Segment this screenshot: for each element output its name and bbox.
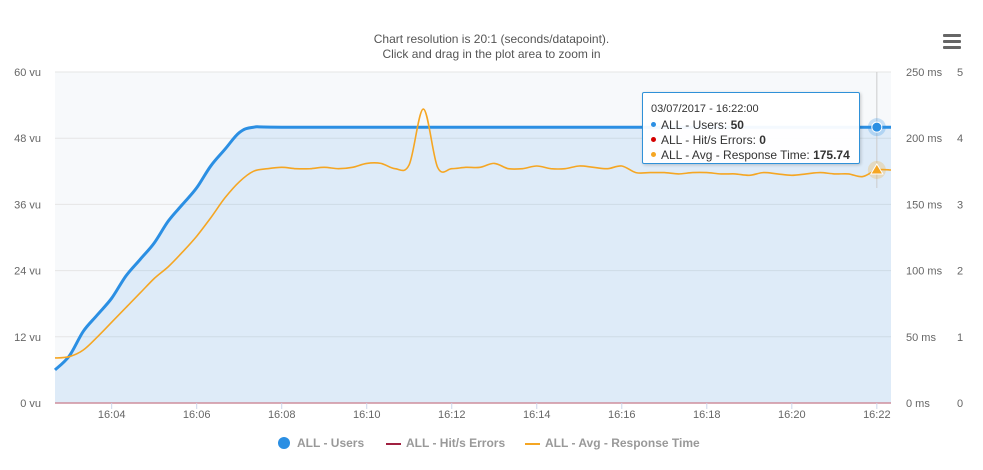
chart-subtitle: Chart resolution is 20:1 (seconds/datapo… xyxy=(0,32,983,62)
hamburger-menu-icon[interactable] xyxy=(938,30,962,52)
y-tick-label: 2 xyxy=(957,266,963,278)
x-tick-label: 16:10 xyxy=(353,409,381,421)
x-tick-label: 16:12 xyxy=(438,409,466,421)
legend-line-icon xyxy=(525,443,540,445)
y-tick-label: 4 xyxy=(957,133,963,145)
y-tick-label: 24 vu xyxy=(14,266,41,278)
y-tick-label: 50 ms xyxy=(906,332,936,344)
legend-label-response-time: ALL - Avg - Response Time xyxy=(545,436,700,450)
x-tick-label: 16:14 xyxy=(523,409,551,421)
y-tick-label: 5 xyxy=(957,67,963,79)
tooltip-value-errors: 0 xyxy=(759,133,766,147)
tooltip-value-response-time: 175.74 xyxy=(813,148,850,162)
y-tick-label: 150 ms xyxy=(906,199,943,211)
hover-markers xyxy=(867,72,886,188)
y-tick-label: 12 vu xyxy=(14,332,41,344)
tooltip-dot-response-time xyxy=(651,152,656,157)
legend-label-users: ALL - Users xyxy=(297,436,365,450)
x-tick-label: 16:22 xyxy=(863,409,891,421)
y-tick-label: 0 ms xyxy=(906,398,930,410)
subtitle-line-2: Click and drag in the plot area to zoom … xyxy=(382,47,601,61)
x-tick-label: 16:08 xyxy=(268,409,296,421)
y-tick-label: 3 xyxy=(957,199,963,211)
tooltip-label-errors: ALL - Hit/s Errors: xyxy=(661,133,760,147)
y-tick-label: 100 ms xyxy=(906,266,943,278)
tooltip-value-users: 50 xyxy=(730,118,744,132)
y-tick-label: 200 ms xyxy=(906,133,943,145)
tooltip-row-errors: ALL - Hit/s Errors: 0 xyxy=(651,133,766,147)
tooltip-label-users: ALL - Users: xyxy=(661,118,731,132)
x-tick-label: 16:04 xyxy=(98,409,126,421)
x-tick-label: 16:20 xyxy=(778,409,806,421)
tooltip-dot-users xyxy=(651,122,656,127)
legend-circle-icon xyxy=(278,437,290,449)
hover-point-users xyxy=(871,121,883,133)
x-tick-label: 16:16 xyxy=(608,409,636,421)
tooltip: 03/07/2017 - 16:22:00 ALL - Users: 50 AL… xyxy=(642,92,860,164)
y-tick-label: 36 vu xyxy=(14,199,41,211)
series-line-all-users[interactable] xyxy=(53,125,891,372)
y-tick-label: 250 ms xyxy=(906,67,943,79)
x-tick-label: 16:06 xyxy=(183,409,211,421)
tooltip-row-response-time: ALL - Avg - Response Time: 175.74 xyxy=(651,148,850,162)
y-tick-label: 60 vu xyxy=(14,67,41,79)
tooltip-row-users: ALL - Users: 50 xyxy=(651,118,744,132)
y-tick-label: 0 vu xyxy=(20,398,41,410)
tooltip-dot-errors xyxy=(651,137,656,142)
subtitle-line-1: Chart resolution is 20:1 (seconds/datapo… xyxy=(373,32,610,46)
legend-label-errors: ALL - Hit/s Errors xyxy=(406,436,506,450)
series-area-all-users xyxy=(55,126,891,403)
y-tick-label: 48 vu xyxy=(14,133,41,145)
y-tick-label: 1 xyxy=(957,332,963,344)
x-tick-label: 16:18 xyxy=(693,409,721,421)
tooltip-date: 03/07/2017 - 16:22:00 xyxy=(651,103,759,115)
hover-point-response-time xyxy=(869,163,884,175)
tooltip-label-response-time: ALL - Avg - Response Time: xyxy=(661,148,814,162)
y-tick-label: 0 xyxy=(957,398,963,410)
legend-line-icon xyxy=(386,443,401,445)
series-line-all-avg-response-time[interactable] xyxy=(54,108,892,359)
chart-legend: ALL - Users ALL - Hit/s Errors ALL - Avg… xyxy=(0,436,983,452)
